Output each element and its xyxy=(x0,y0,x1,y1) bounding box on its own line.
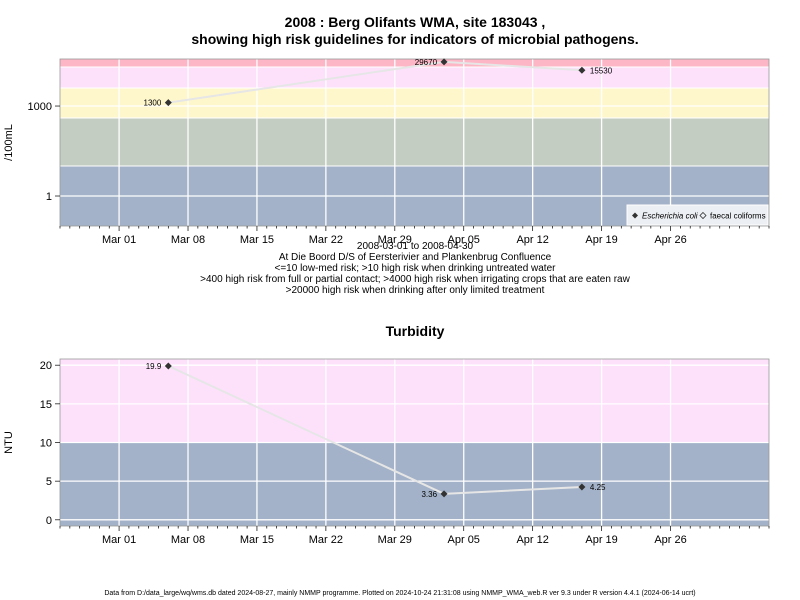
chart-subtitle-line: >400 high risk from full or partial cont… xyxy=(200,274,630,285)
x-tick-label: Mar 29 xyxy=(378,234,412,246)
chart-subtitle-line: >20000 high risk when drinking after onl… xyxy=(286,285,545,296)
risk-band-4 xyxy=(60,59,769,68)
y-tick-label: 20 xyxy=(40,360,52,372)
data-point xyxy=(578,483,586,491)
x-tick-label: Apr 19 xyxy=(585,534,617,546)
legend-entry: Escherichia coli xyxy=(642,212,698,221)
x-tick-label: Mar 22 xyxy=(309,234,343,246)
chart-subtitle-line: <=10 low-med risk; >10 high risk when dr… xyxy=(275,263,557,274)
chart-subtitle-line: At Die Boord D/S of Eersterivier and Pla… xyxy=(279,252,552,263)
data-point xyxy=(440,58,448,66)
chart-title: showing high risk guidelines for indicat… xyxy=(191,31,638,47)
footer-note: Data from D:/data_large/wq/wms.db dated … xyxy=(104,590,695,597)
y-tick-label: 0 xyxy=(46,515,52,527)
x-tick-label: Mar 15 xyxy=(240,534,274,546)
chart-title: 2008 : Berg Olifants WMA, site 183043 , xyxy=(285,14,546,30)
data-label: 3.36 xyxy=(421,490,437,499)
legend-marker-open xyxy=(699,211,707,220)
y-tick-label: 5 xyxy=(46,476,52,488)
panel-2: Mar 01 Mar 08 Mar 15 Mar 22 Mar 29 Apr 05 Apr … xyxy=(3,323,770,546)
panel-1: Mar 01 Mar 08 Mar 15 Mar 22 Mar 29 Apr 05 Apr … xyxy=(3,14,770,296)
y-tick-label: 1000 xyxy=(28,101,52,113)
chart-title: Turbidity xyxy=(386,323,445,339)
risk-band-2 xyxy=(60,87,769,118)
x-tick-label: Apr 19 xyxy=(585,234,617,246)
y-axis-label: /100mL xyxy=(3,124,15,161)
data-label: 19.9 xyxy=(146,362,162,371)
x-tick-label: Apr 12 xyxy=(516,534,548,546)
data-point xyxy=(164,99,172,107)
risk-band-1 xyxy=(60,359,769,443)
legend-marker-filled xyxy=(632,212,638,219)
legend-entry: faecal coliforms xyxy=(710,212,766,221)
x-tick-label: Apr 26 xyxy=(654,234,686,246)
data-point xyxy=(164,362,172,370)
data-label: 1300 xyxy=(144,99,162,108)
x-tick-label: Mar 15 xyxy=(240,234,274,246)
chart-subtitle-line: 2008-03-01 to 2008-04-30 xyxy=(357,241,474,252)
risk-band-3 xyxy=(60,67,769,88)
data-point xyxy=(440,490,448,498)
data-label: 29670 xyxy=(415,58,438,67)
x-tick-label: Apr 26 xyxy=(654,534,686,546)
data-point xyxy=(578,66,586,74)
x-tick-label: Mar 01 xyxy=(102,234,136,246)
x-tick-label: Mar 22 xyxy=(309,534,343,546)
x-tick-label: Apr 05 xyxy=(448,534,480,546)
data-label: 4.25 xyxy=(590,483,606,492)
legend-box xyxy=(626,204,769,226)
risk-band-0 xyxy=(60,442,769,526)
y-tick-label: 10 xyxy=(40,438,52,450)
data-label: 15530 xyxy=(590,66,613,75)
x-tick-label: Apr 12 xyxy=(516,234,548,246)
x-tick-label: Mar 08 xyxy=(171,234,205,246)
x-tick-label: Mar 08 xyxy=(171,534,205,546)
y-tick-label: 1 xyxy=(46,191,52,203)
x-tick-label: Mar 01 xyxy=(102,534,136,546)
y-axis-label: NTU xyxy=(3,431,15,454)
risk-band-1 xyxy=(60,117,769,167)
x-tick-label: Mar 29 xyxy=(378,534,412,546)
y-tick-label: 15 xyxy=(40,399,52,411)
x-tick-label: Apr 05 xyxy=(448,234,480,246)
legend: Escherichia coli faecal coliforms xyxy=(626,204,769,226)
